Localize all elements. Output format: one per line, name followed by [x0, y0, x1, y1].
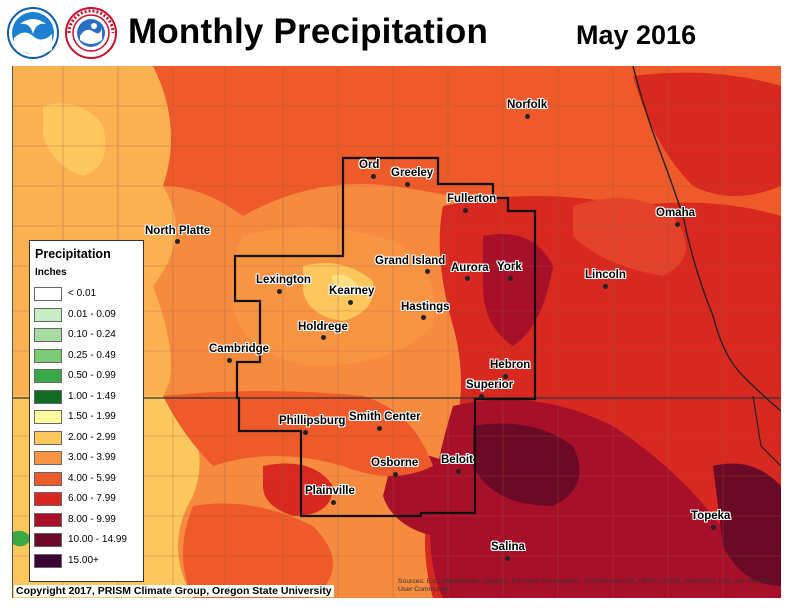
legend-swatch	[34, 451, 62, 465]
legend-label: 6.00 - 7.99	[68, 493, 116, 504]
legend: Precipitation Inches < 0.01 0.01 - 0.09 0.…	[29, 240, 144, 582]
city-marker-aurora	[465, 276, 470, 281]
city-label-omaha: Omaha	[656, 207, 695, 219]
copyright-text: Copyright 2017, PRISM Climate Group, Ore…	[14, 585, 334, 597]
legend-label: 2.00 - 2.99	[68, 431, 116, 443]
city-marker-salina	[505, 556, 510, 561]
city-marker-omaha	[675, 222, 680, 227]
legend-swatch	[34, 512, 62, 527]
map-period: May 2016	[576, 20, 697, 50]
legend-label: < 0.01	[68, 288, 97, 299]
sources-text: Sources: Esri, DigitalGlobe, GeoEye, Ear…	[398, 578, 771, 593]
legend-label: 4.00 - 5.99	[68, 472, 116, 484]
city-label-hastings: Hastings	[401, 301, 450, 313]
city-label-ord: Ord	[359, 159, 380, 171]
legend-swatch	[34, 328, 62, 342]
city-label-york: York	[497, 261, 522, 273]
city-marker-greeley	[405, 182, 410, 187]
city-label-grand-island: Grand Island	[375, 255, 446, 267]
legend-swatch	[34, 533, 62, 547]
city-marker-north-platte	[175, 239, 180, 244]
city-marker-superior	[479, 394, 484, 399]
city-label-plainville: Plainville	[305, 485, 355, 497]
city-label-greeley: Greeley	[391, 167, 434, 179]
legend-swatch	[34, 492, 62, 506]
legend-label: 10.00 - 14.99	[68, 534, 127, 545]
legend-swatch	[34, 287, 62, 301]
city-label-kearney: Kearney	[329, 285, 375, 297]
city-marker-hebron	[503, 374, 508, 379]
legend-label: 8.00 - 9.99	[68, 513, 116, 525]
legend-swatch	[34, 471, 62, 486]
city-marker-hastings	[421, 315, 426, 320]
city-label-fullerton: Fullerton	[447, 193, 497, 205]
legend-label: 0.50 - 0.99	[68, 370, 116, 381]
legend-units: Inches	[35, 267, 67, 278]
city-marker-lincoln	[603, 284, 608, 289]
city-label-hebron: Hebron	[490, 359, 531, 371]
city-label-lexington: Lexington	[256, 274, 311, 286]
city-label-superior: Superior	[466, 379, 514, 391]
city-label-salina: Salina	[491, 541, 525, 553]
city-label-aurora: Aurora	[451, 262, 489, 274]
city-label-cambridge: Cambridge	[209, 343, 270, 355]
legend-label: 0.25 - 0.49	[68, 349, 116, 361]
legend-label: 1.50 - 1.99	[68, 411, 116, 422]
legend-label: 3.00 - 3.99	[68, 452, 116, 463]
legend-swatch	[34, 389, 62, 404]
legend-swatch	[34, 430, 62, 445]
city-marker-osborne	[393, 472, 398, 477]
city-label-north-platte: North Platte	[145, 225, 211, 237]
city-marker-topeka	[711, 525, 716, 530]
legend-swatch	[34, 553, 62, 568]
city-marker-holdrege	[321, 335, 326, 340]
legend-label: 15.00+	[68, 554, 99, 566]
city-marker-plainville	[331, 500, 336, 505]
legend-swatch	[34, 348, 62, 363]
legend-label: 0.10 - 0.24	[68, 329, 116, 340]
city-label-phillipsburg: Phillipsburg	[279, 415, 346, 427]
city-marker-ord	[371, 174, 376, 179]
city-marker-lexington	[277, 289, 282, 294]
map-title: Monthly Precipitation	[128, 12, 489, 51]
noaa-logo-icon	[7, 7, 59, 59]
city-label-osborne: Osborne	[371, 457, 419, 469]
city-label-lincoln: Lincoln	[585, 269, 626, 281]
city-marker-grand-island	[425, 269, 430, 274]
legend-label: 0.01 - 0.09	[68, 308, 116, 320]
city-marker-smith-center	[377, 426, 382, 431]
city-label-norfolk: Norfolk	[507, 99, 548, 111]
legend-label: 1.00 - 1.49	[68, 390, 116, 402]
legend-swatch	[34, 369, 62, 383]
legend-swatch	[34, 307, 62, 322]
city-marker-york	[508, 276, 513, 281]
city-marker-norfolk	[525, 114, 530, 119]
city-label-smith-center: Smith Center	[349, 411, 421, 423]
header: Monthly Precipitation May 2016	[0, 0, 792, 66]
city-marker-cambridge	[227, 358, 232, 363]
city-marker-phillipsburg	[303, 430, 308, 435]
legend-title: Precipitation	[35, 247, 111, 261]
city-marker-fullerton	[463, 208, 468, 213]
city-label-holdrege: Holdrege	[298, 321, 348, 333]
city-marker-beloit	[456, 469, 461, 474]
legend-swatch	[34, 410, 62, 424]
city-label-topeka: Topeka	[691, 510, 731, 522]
city-label-beloit: Beloit	[441, 454, 473, 466]
city-marker-kearney	[348, 300, 353, 305]
nws-logo-icon	[65, 7, 117, 59]
